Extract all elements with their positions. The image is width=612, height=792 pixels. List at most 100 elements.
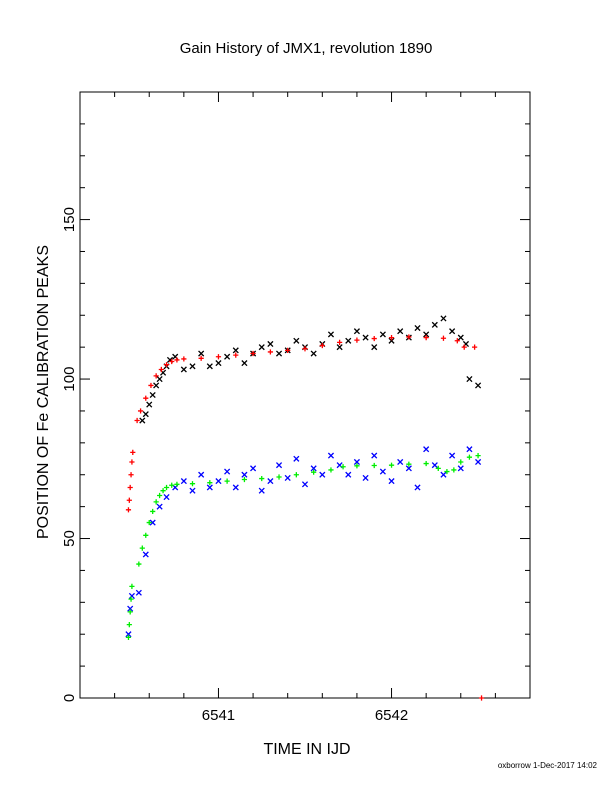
data-point	[354, 337, 360, 343]
data-point	[466, 375, 473, 383]
data-point	[129, 583, 135, 589]
data-point	[431, 462, 438, 469]
data-point	[310, 465, 317, 472]
y-tick-label: 50	[61, 530, 78, 547]
data-point	[475, 458, 482, 466]
data-point	[128, 592, 135, 599]
data-point	[461, 344, 467, 350]
data-point	[327, 452, 335, 459]
data-point	[388, 337, 395, 344]
data-point	[181, 356, 187, 362]
data-point	[198, 471, 205, 478]
data-point	[293, 337, 300, 344]
data-point	[337, 339, 343, 345]
data-point	[169, 358, 175, 365]
data-point	[475, 453, 481, 459]
data-point	[423, 460, 429, 467]
data-point	[198, 350, 205, 357]
data-point	[275, 462, 283, 469]
data-point	[267, 478, 274, 485]
x-tick-label: 6541	[202, 707, 235, 724]
data-point	[388, 478, 395, 485]
data-point	[285, 347, 291, 353]
data-point	[136, 561, 142, 567]
data-point	[435, 465, 441, 471]
data-point	[224, 468, 231, 475]
data-point	[423, 446, 430, 453]
data-point	[189, 481, 196, 487]
data-point	[128, 596, 134, 602]
data-point	[156, 503, 163, 510]
data-point	[163, 484, 170, 491]
series-2	[125, 446, 482, 638]
data-point	[128, 472, 134, 478]
data-point	[423, 331, 430, 338]
series-0	[139, 315, 482, 424]
data-point	[189, 487, 196, 494]
data-point	[327, 331, 335, 338]
x-tick-label: 6542	[375, 707, 408, 724]
data-point	[423, 334, 429, 341]
data-point	[127, 484, 133, 491]
data-point	[156, 375, 163, 383]
data-point	[466, 454, 473, 460]
data-point	[451, 467, 457, 473]
data-point	[206, 363, 213, 370]
data-point	[449, 452, 456, 459]
data-point	[146, 401, 153, 408]
data-point	[319, 342, 325, 349]
data-point	[379, 331, 386, 338]
data-point	[163, 494, 170, 501]
data-point	[454, 338, 460, 344]
data-point	[198, 355, 204, 361]
data-point	[232, 484, 239, 491]
data-point	[457, 334, 464, 341]
data-point	[293, 472, 299, 478]
data-point	[215, 360, 222, 367]
data-point	[478, 695, 485, 701]
data-point	[224, 478, 230, 484]
data-point	[362, 474, 369, 481]
data-point	[241, 360, 248, 367]
plot-frame	[79, 91, 531, 699]
data-point	[397, 458, 404, 466]
data-point	[125, 634, 132, 640]
data-point	[414, 324, 421, 332]
data-point	[388, 462, 395, 468]
data-point	[135, 589, 142, 596]
data-point	[379, 468, 386, 475]
data-point	[129, 459, 135, 465]
data-point	[125, 631, 132, 638]
data-point	[142, 551, 149, 558]
data-point	[180, 478, 187, 485]
data-point	[126, 497, 132, 503]
data-point	[466, 446, 473, 453]
data-point	[406, 334, 412, 340]
data-point	[153, 382, 160, 389]
data-point	[293, 455, 300, 462]
y-tick-label: 0	[61, 694, 78, 702]
data-point	[232, 347, 239, 354]
data-point	[267, 349, 273, 355]
y-tick-label: 150	[61, 207, 78, 232]
data-point	[241, 471, 248, 478]
data-point	[371, 335, 377, 342]
data-point	[137, 408, 144, 414]
data-point	[440, 471, 447, 478]
data-point	[276, 474, 282, 480]
data-point	[362, 334, 369, 341]
data-point	[130, 449, 136, 456]
data-point	[206, 484, 213, 491]
data-point	[336, 344, 343, 351]
data-point	[233, 352, 239, 358]
data-point	[284, 474, 291, 481]
data-point	[180, 366, 187, 373]
data-point	[371, 452, 378, 459]
x-axis-label: TIME IN IJD	[263, 741, 350, 758]
data-point	[301, 481, 309, 488]
data-point	[353, 458, 360, 466]
data-point	[215, 478, 222, 485]
data-point	[440, 335, 447, 341]
data-point	[134, 417, 140, 424]
data-point	[126, 622, 132, 628]
